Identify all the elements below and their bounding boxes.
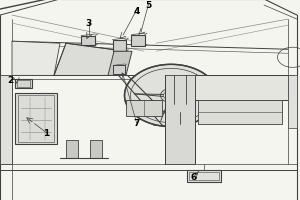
Polygon shape [0,76,12,164]
Bar [198,100,282,124]
Polygon shape [165,76,195,164]
Bar [16,81,30,88]
Text: 5: 5 [146,1,152,9]
Text: 6: 6 [190,173,196,181]
Polygon shape [195,76,288,100]
Bar [189,172,219,180]
Text: 1: 1 [44,129,50,137]
Bar [15,94,57,144]
Bar [15,80,31,89]
Bar [112,40,126,52]
Polygon shape [108,52,132,76]
Bar [113,66,125,75]
Text: 2: 2 [8,76,14,84]
Polygon shape [124,65,218,127]
Bar [126,100,162,116]
Polygon shape [288,76,297,128]
Polygon shape [12,42,60,76]
Bar [18,96,54,142]
Bar [81,36,95,46]
Polygon shape [66,140,78,158]
Text: 7: 7 [133,119,140,127]
Text: 4: 4 [133,7,140,15]
Text: 3: 3 [85,19,91,27]
Polygon shape [90,140,102,158]
Polygon shape [54,44,126,76]
Bar [131,35,145,46]
Bar [187,170,221,182]
